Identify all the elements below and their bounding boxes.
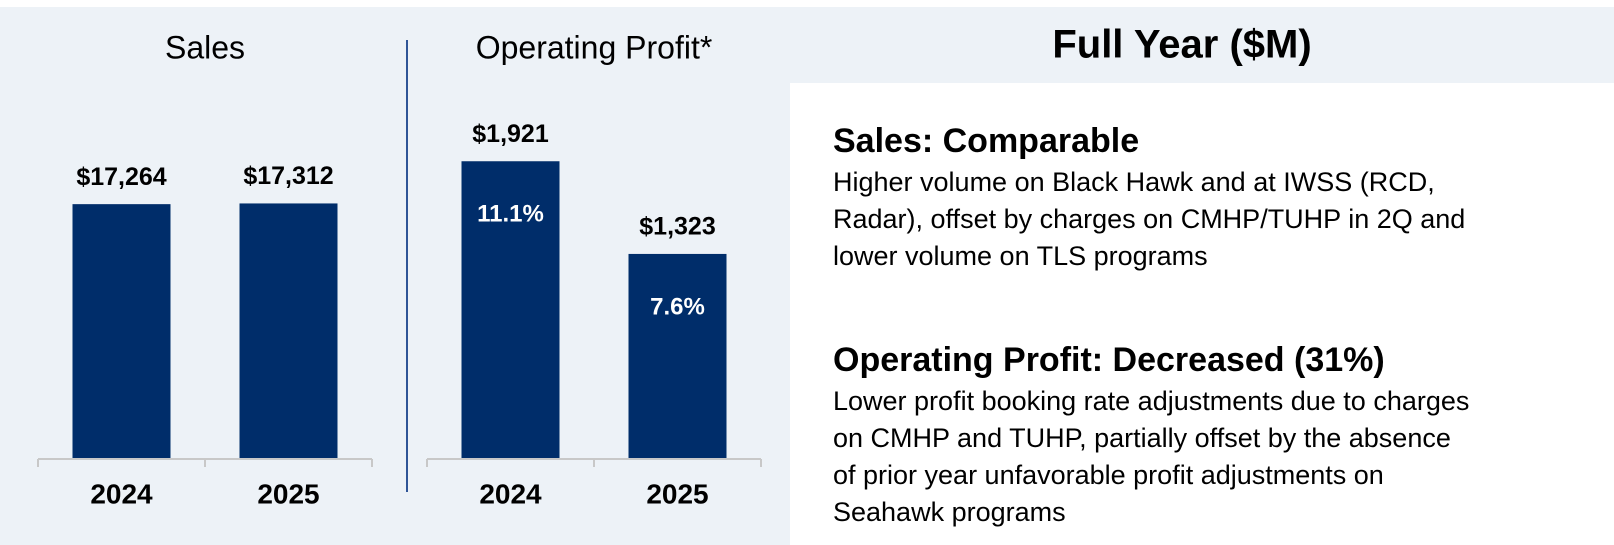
value-label: $1,921 <box>472 120 549 148</box>
x-tick-label: 2025 <box>257 478 319 509</box>
value-label: $17,312 <box>243 162 333 190</box>
section-heading: Operating Profit: Decreased (31%) <box>833 341 1385 379</box>
inner-value-label: 11.1% <box>477 201 544 228</box>
value-label: $1,323 <box>639 213 715 241</box>
bar <box>628 253 727 459</box>
section-text: Radar), offset by charges on CMHP/TUHP i… <box>833 204 1465 234</box>
section-text: of prior year unfavorable profit adjustm… <box>833 460 1384 490</box>
bar <box>239 203 338 459</box>
bar <box>72 204 171 459</box>
panel-title: Full Year ($M) <box>1052 23 1311 67</box>
chart-title: Operating Profit* <box>476 29 713 65</box>
inner-value-label: 7.6% <box>650 293 705 320</box>
value-label: $17,264 <box>76 163 166 191</box>
section-text: Lower profit booking rate adjustments du… <box>833 386 1469 416</box>
section-text: Higher volume on Black Hawk and at IWSS … <box>833 167 1435 197</box>
bar <box>461 161 560 459</box>
section-text: Seahawk programs <box>833 497 1066 527</box>
x-tick-label: 2025 <box>646 478 708 509</box>
chart-title: Sales <box>165 29 245 65</box>
section-text: lower volume on TLS programs <box>833 241 1208 271</box>
section-text: on CMHP and TUHP, partially offset by th… <box>833 423 1451 453</box>
x-tick-label: 2024 <box>90 478 153 509</box>
section-heading: Sales: Comparable <box>833 122 1139 160</box>
x-tick-label: 2024 <box>479 478 542 509</box>
text-panel <box>790 83 1614 545</box>
